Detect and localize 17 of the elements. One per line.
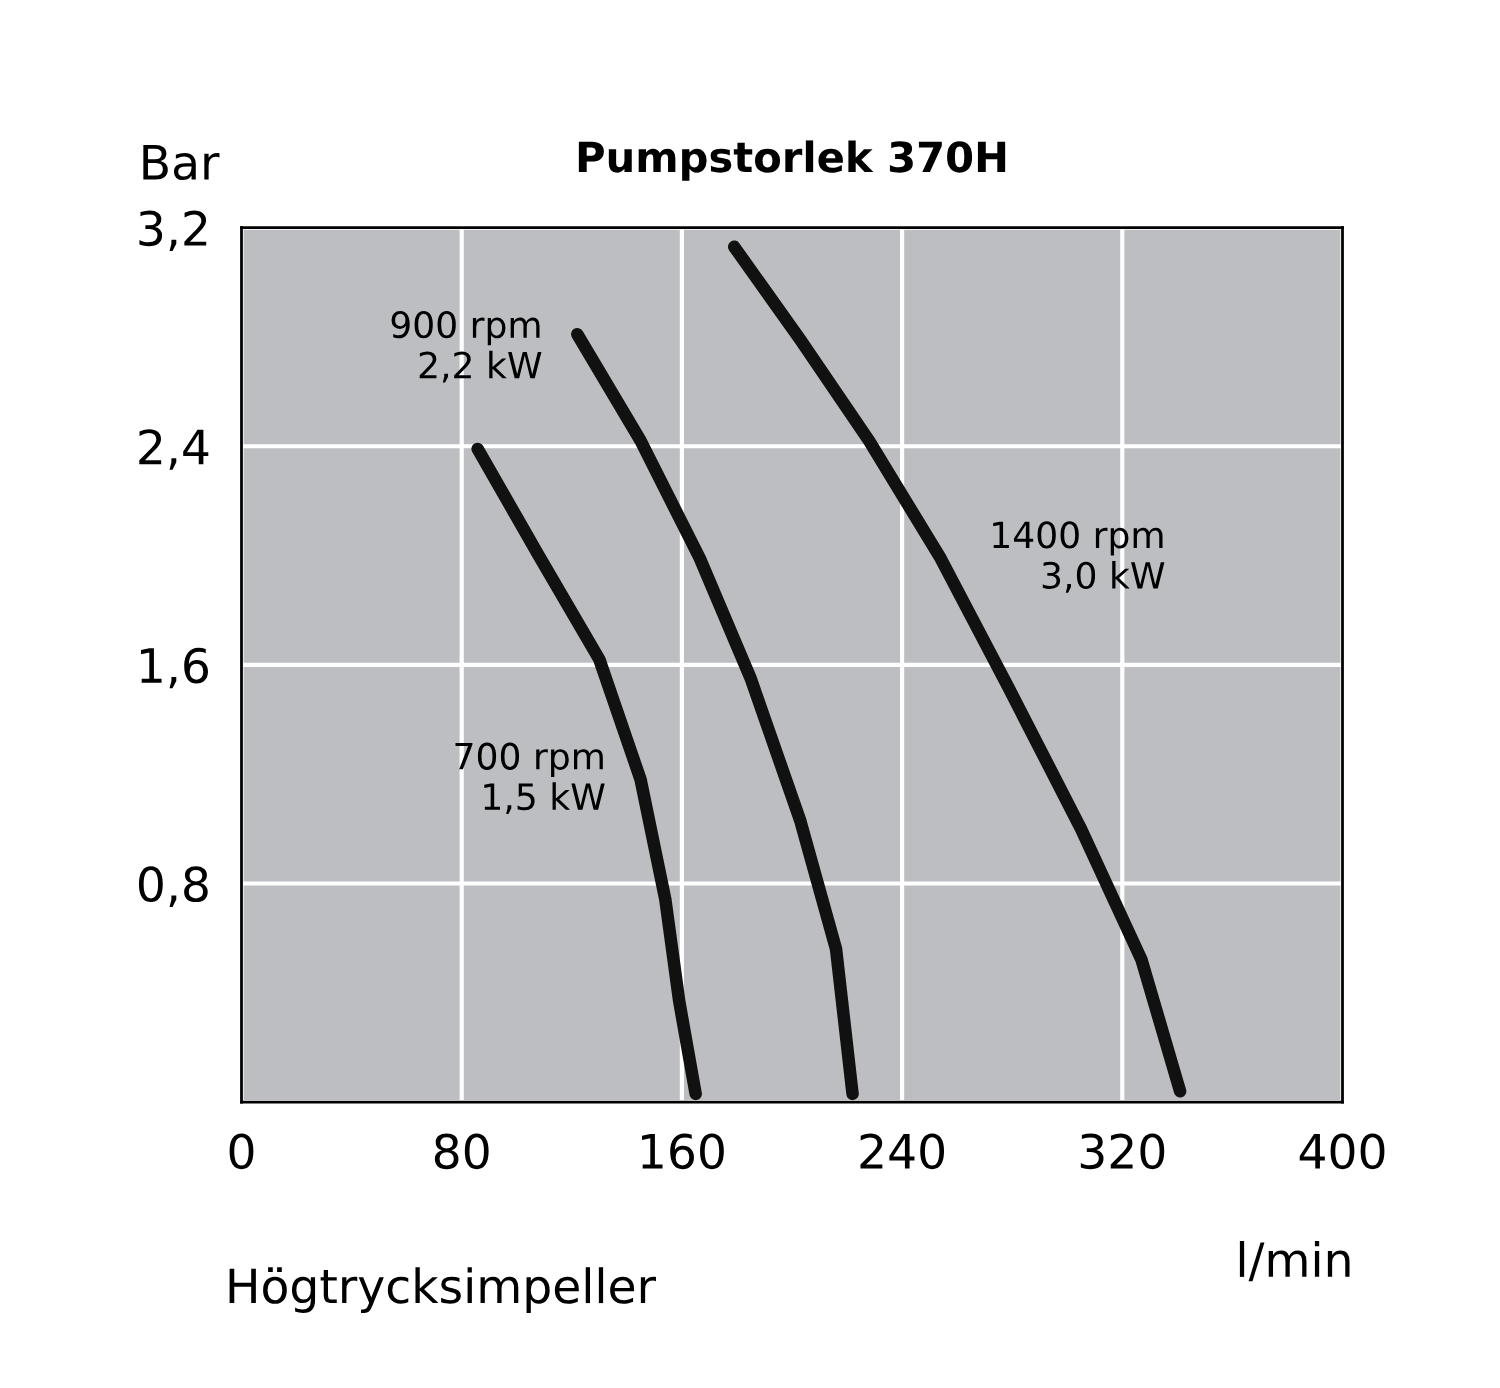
x-tick-label: 400 [1299,1133,1385,1170]
text: Högtrycksimpeller [229,1267,656,1313]
y-tick-label: 0,8 [138,866,208,907]
y-tick-label: 3,2 [139,210,207,252]
chart-title: Pumpstorlek 370H [578,140,1006,181]
x-axis-title: l/min [1239,1240,1350,1282]
x-tick-label: 160 [642,1133,724,1170]
x-tick-label: 320 [1080,1133,1165,1170]
y-axis-title: Bar [143,145,220,181]
x-tick-label: 80 [434,1133,489,1170]
series-label: 1400 rpm 3,0 kW [993,521,1165,593]
series-label: 700 rpm 1,5 kW [455,742,605,814]
x-tick-label: 0 [229,1133,254,1170]
y-tick-label: 1,6 [141,647,208,689]
series-label: 900 rpm 2,2 kW [391,311,542,383]
x-tick-label: 240 [860,1133,945,1170]
y-tick-label: 2,4 [139,429,209,470]
